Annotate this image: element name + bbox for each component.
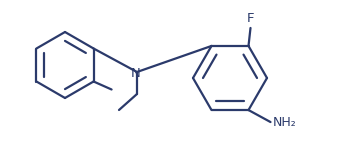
Text: N: N [131,66,141,80]
Text: NH₂: NH₂ [272,116,296,128]
Text: F: F [247,12,254,25]
